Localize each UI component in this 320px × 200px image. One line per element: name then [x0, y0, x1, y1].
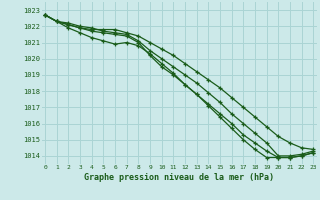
- X-axis label: Graphe pression niveau de la mer (hPa): Graphe pression niveau de la mer (hPa): [84, 173, 274, 182]
